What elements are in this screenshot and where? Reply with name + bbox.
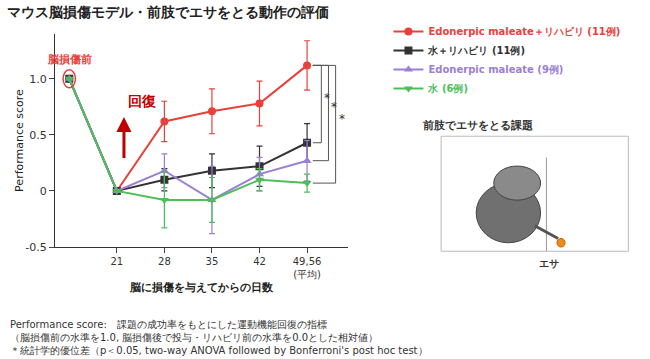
svg-text:回復: 回復 <box>128 93 156 109</box>
svg-text:28: 28 <box>158 256 171 267</box>
svg-text:脳損傷前: 脳損傷前 <box>47 53 92 66</box>
svg-text:0: 0 <box>40 185 47 198</box>
svg-text:前肢でエサをとる課題: 前肢でエサをとる課題 <box>422 119 533 132</box>
svg-text:*: * <box>324 91 330 105</box>
svg-text:1.0: 1.0 <box>29 73 47 86</box>
svg-text:42: 42 <box>253 256 266 267</box>
svg-text:水＋リハビリ (11例): 水＋リハビリ (11例) <box>427 45 525 56</box>
svg-text:0.5: 0.5 <box>29 129 47 142</box>
svg-text:マウス脳損傷モデル・前肢でエサをとる動作の評価: マウス脳損傷モデル・前肢でエサをとる動作の評価 <box>7 4 329 20</box>
svg-text:水 (6例): 水 (6例) <box>427 83 468 94</box>
svg-text:脳に損傷を与えてからの日数: 脳に損傷を与えてからの日数 <box>129 281 274 294</box>
svg-text:エサ: エサ <box>539 258 559 269</box>
svg-text:49,56(平均): 49,56(平均) <box>293 256 322 280</box>
svg-text:Edonerpic maleate (9例): Edonerpic maleate (9例) <box>428 64 563 75</box>
svg-text:Performance score: Performance score <box>13 89 26 192</box>
svg-text:21: 21 <box>110 256 123 267</box>
svg-text:35: 35 <box>206 256 219 267</box>
svg-text:Performance score: 課題の成功率をもとにし: Performance score: 課題の成功率をもとにした運動機能回復の指標… <box>10 319 428 356</box>
svg-text:Edonerpic maleate＋リハビリ (11例): Edonerpic maleate＋リハビリ (11例) <box>428 26 620 37</box>
svg-text:*: * <box>339 112 345 126</box>
svg-text:*: * <box>331 100 337 114</box>
svg-text:-0.5: -0.5 <box>25 241 46 254</box>
